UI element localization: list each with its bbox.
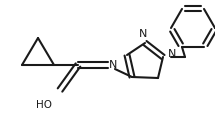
Text: N: N	[109, 60, 117, 70]
Text: HO: HO	[36, 100, 52, 110]
Text: N: N	[139, 29, 147, 39]
Text: N: N	[168, 49, 176, 59]
